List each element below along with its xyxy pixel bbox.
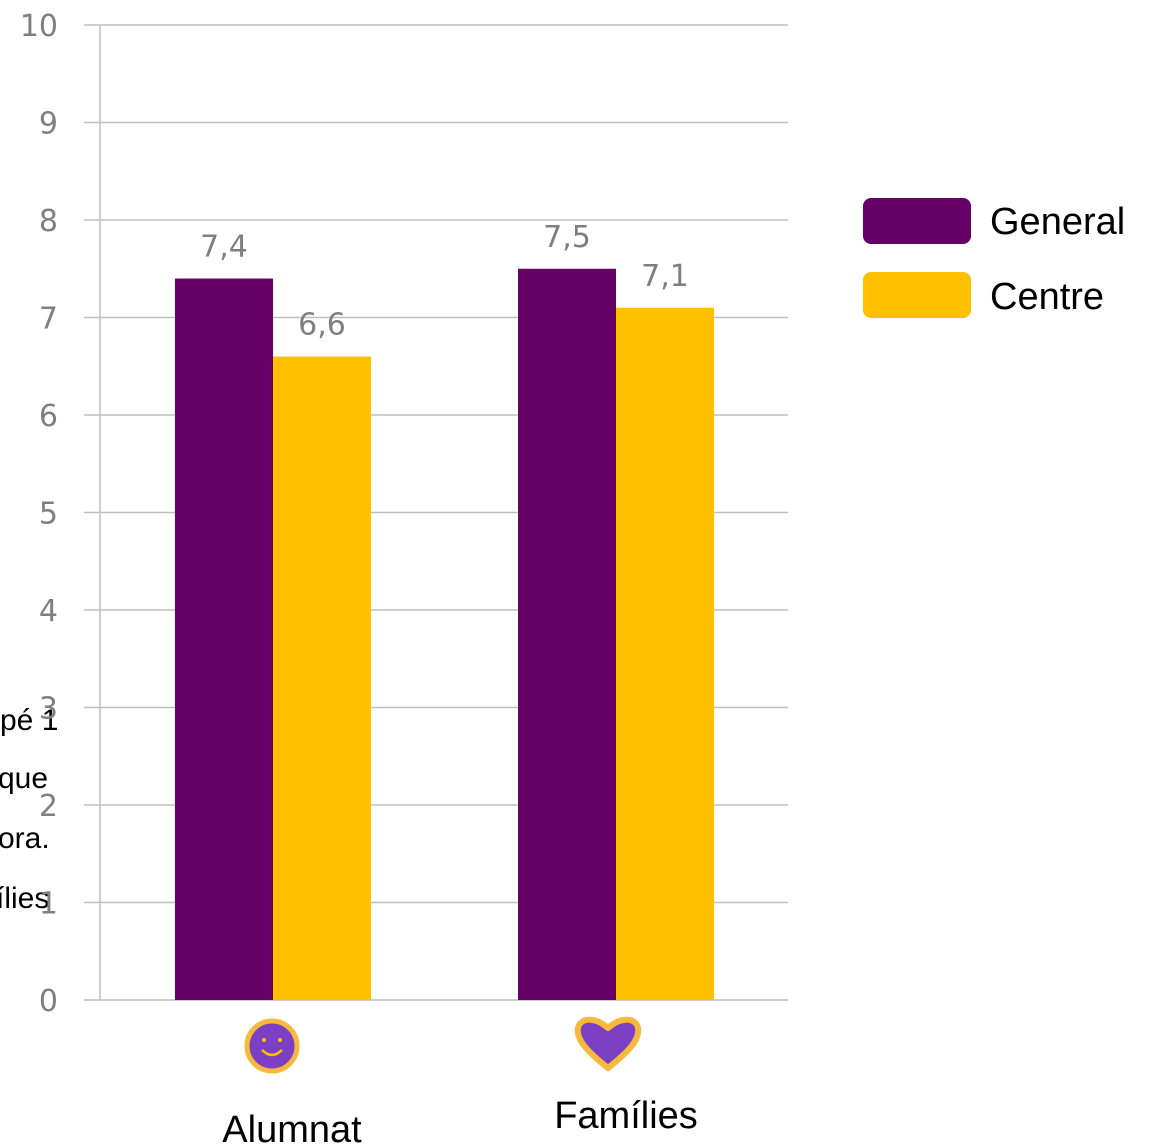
background-fragment: ílies [0, 882, 49, 915]
y-tick-label: 6 [39, 399, 58, 434]
category-label: Famílies [554, 1095, 698, 1137]
heart-icon [574, 1016, 642, 1071]
y-axis-ticks: 0 1 2 3 4 5 6 7 8 9 10 [20, 9, 58, 1019]
category-icons [244, 1016, 642, 1074]
y-tick-label: 8 [39, 204, 58, 239]
data-label: 7,5 [543, 220, 591, 255]
y-tick-label: 5 [39, 497, 58, 532]
category-label: Alumnat [222, 1109, 362, 1147]
legend: General Centre [863, 198, 1125, 318]
y-tick-label: 10 [20, 9, 58, 44]
legend-item-general: General [863, 198, 1125, 244]
y-tick-label: 9 [39, 107, 58, 142]
data-label: 6,6 [298, 308, 346, 343]
legend-swatch [863, 198, 971, 244]
y-tick-label: 4 [39, 594, 58, 629]
y-tick-label: 3 [39, 692, 58, 727]
data-labels: 7,4 6,6 7,5 7,1 [200, 220, 689, 343]
bar-general-alumnat [175, 278, 273, 1000]
background-fragment: que [0, 762, 48, 795]
data-label: 7,4 [200, 230, 248, 265]
bar-general-famílies [518, 268, 616, 1000]
y-tick-label: 2 [39, 789, 58, 824]
bars [175, 268, 714, 1000]
legend-item-centre: Centre [863, 272, 1104, 318]
background-text-fragments: pé 1 que ora. ílies [0, 704, 58, 915]
legend-label: General [990, 201, 1125, 243]
y-tick-label: 1 [39, 887, 58, 922]
y-tick-label: 7 [39, 302, 58, 337]
y-tick-label: 0 [39, 984, 58, 1019]
legend-label: Centre [990, 276, 1104, 318]
background-fragment: ora. [0, 822, 50, 855]
category-labels: Alumnat Famílies [222, 1095, 697, 1147]
bar-centre-alumnat [273, 356, 371, 1000]
smiley-icon [244, 1018, 300, 1074]
legend-swatch [863, 272, 971, 318]
data-label: 7,1 [641, 259, 689, 294]
background-fragment: pé 1 [0, 704, 58, 737]
bar-centre-famílies [616, 307, 714, 1000]
